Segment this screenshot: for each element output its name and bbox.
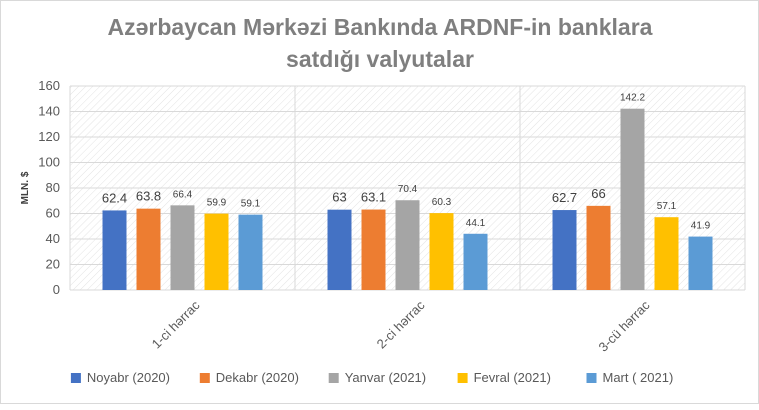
y-tick-label: 60 (46, 206, 60, 221)
data-label: 63.1 (361, 190, 386, 205)
bar (204, 213, 229, 290)
bar (620, 108, 645, 290)
y-tick-label: 160 (38, 78, 60, 93)
data-label: 63.8 (136, 189, 161, 204)
chart-title-line-1: Azərbaycan Mərkəzi Bankında ARDNF-in ban… (108, 14, 653, 40)
data-label: 66 (591, 186, 605, 201)
data-label: 59.9 (207, 198, 227, 209)
legend-label: Dekabr (2020) (216, 370, 299, 385)
bar (463, 233, 488, 290)
y-tick-label: 140 (38, 104, 60, 119)
data-label: 60.3 (432, 197, 452, 208)
chart-title-line-2: satdığı valyutalar (286, 46, 474, 72)
data-label: 59.1 (241, 199, 261, 210)
bar (429, 213, 454, 290)
bar (102, 210, 127, 290)
data-label: 62.4 (102, 190, 127, 205)
legend-label: Mart ( 2021) (603, 370, 674, 385)
data-label: 63 (332, 190, 346, 205)
data-label: 142.2 (620, 93, 645, 104)
bar (586, 205, 611, 290)
data-label: 62.7 (552, 190, 577, 205)
data-label: 41.9 (691, 221, 711, 232)
bar (136, 208, 161, 290)
x-tick-label: 1-ci hərrac (149, 297, 203, 351)
legend-swatch (328, 373, 339, 383)
bar (170, 205, 195, 290)
y-axis-label: MLN. $ (20, 171, 31, 204)
legend-swatch (586, 373, 597, 383)
legend-label: Fevral (2021) (474, 370, 551, 385)
y-tick-label: 80 (46, 180, 60, 195)
legend-label: Yanvar (2021) (345, 370, 426, 385)
bar (654, 217, 679, 290)
x-tick-label: 3-cü hərrac (596, 297, 653, 354)
y-tick-label: 100 (38, 155, 60, 170)
legend-swatch (199, 373, 210, 383)
bar (688, 236, 713, 290)
y-tick-label: 0 (53, 282, 60, 297)
y-tick-label: 20 (46, 257, 60, 272)
data-label: 70.4 (398, 184, 418, 195)
legend-swatch (70, 373, 81, 383)
legend-swatch (457, 373, 468, 383)
y-tick-label: 120 (38, 129, 60, 144)
data-label: 57.1 (657, 201, 677, 212)
data-label: 44.1 (466, 218, 486, 229)
bar (361, 209, 386, 290)
x-tick-label: 2-ci hərrac (374, 297, 428, 351)
bar (238, 214, 263, 290)
bar (552, 210, 577, 290)
data-label: 66.4 (173, 189, 193, 200)
bar (327, 209, 352, 290)
legend-label: Noyabr (2020) (87, 370, 170, 385)
y-tick-label: 40 (46, 231, 60, 246)
bar (395, 200, 420, 290)
